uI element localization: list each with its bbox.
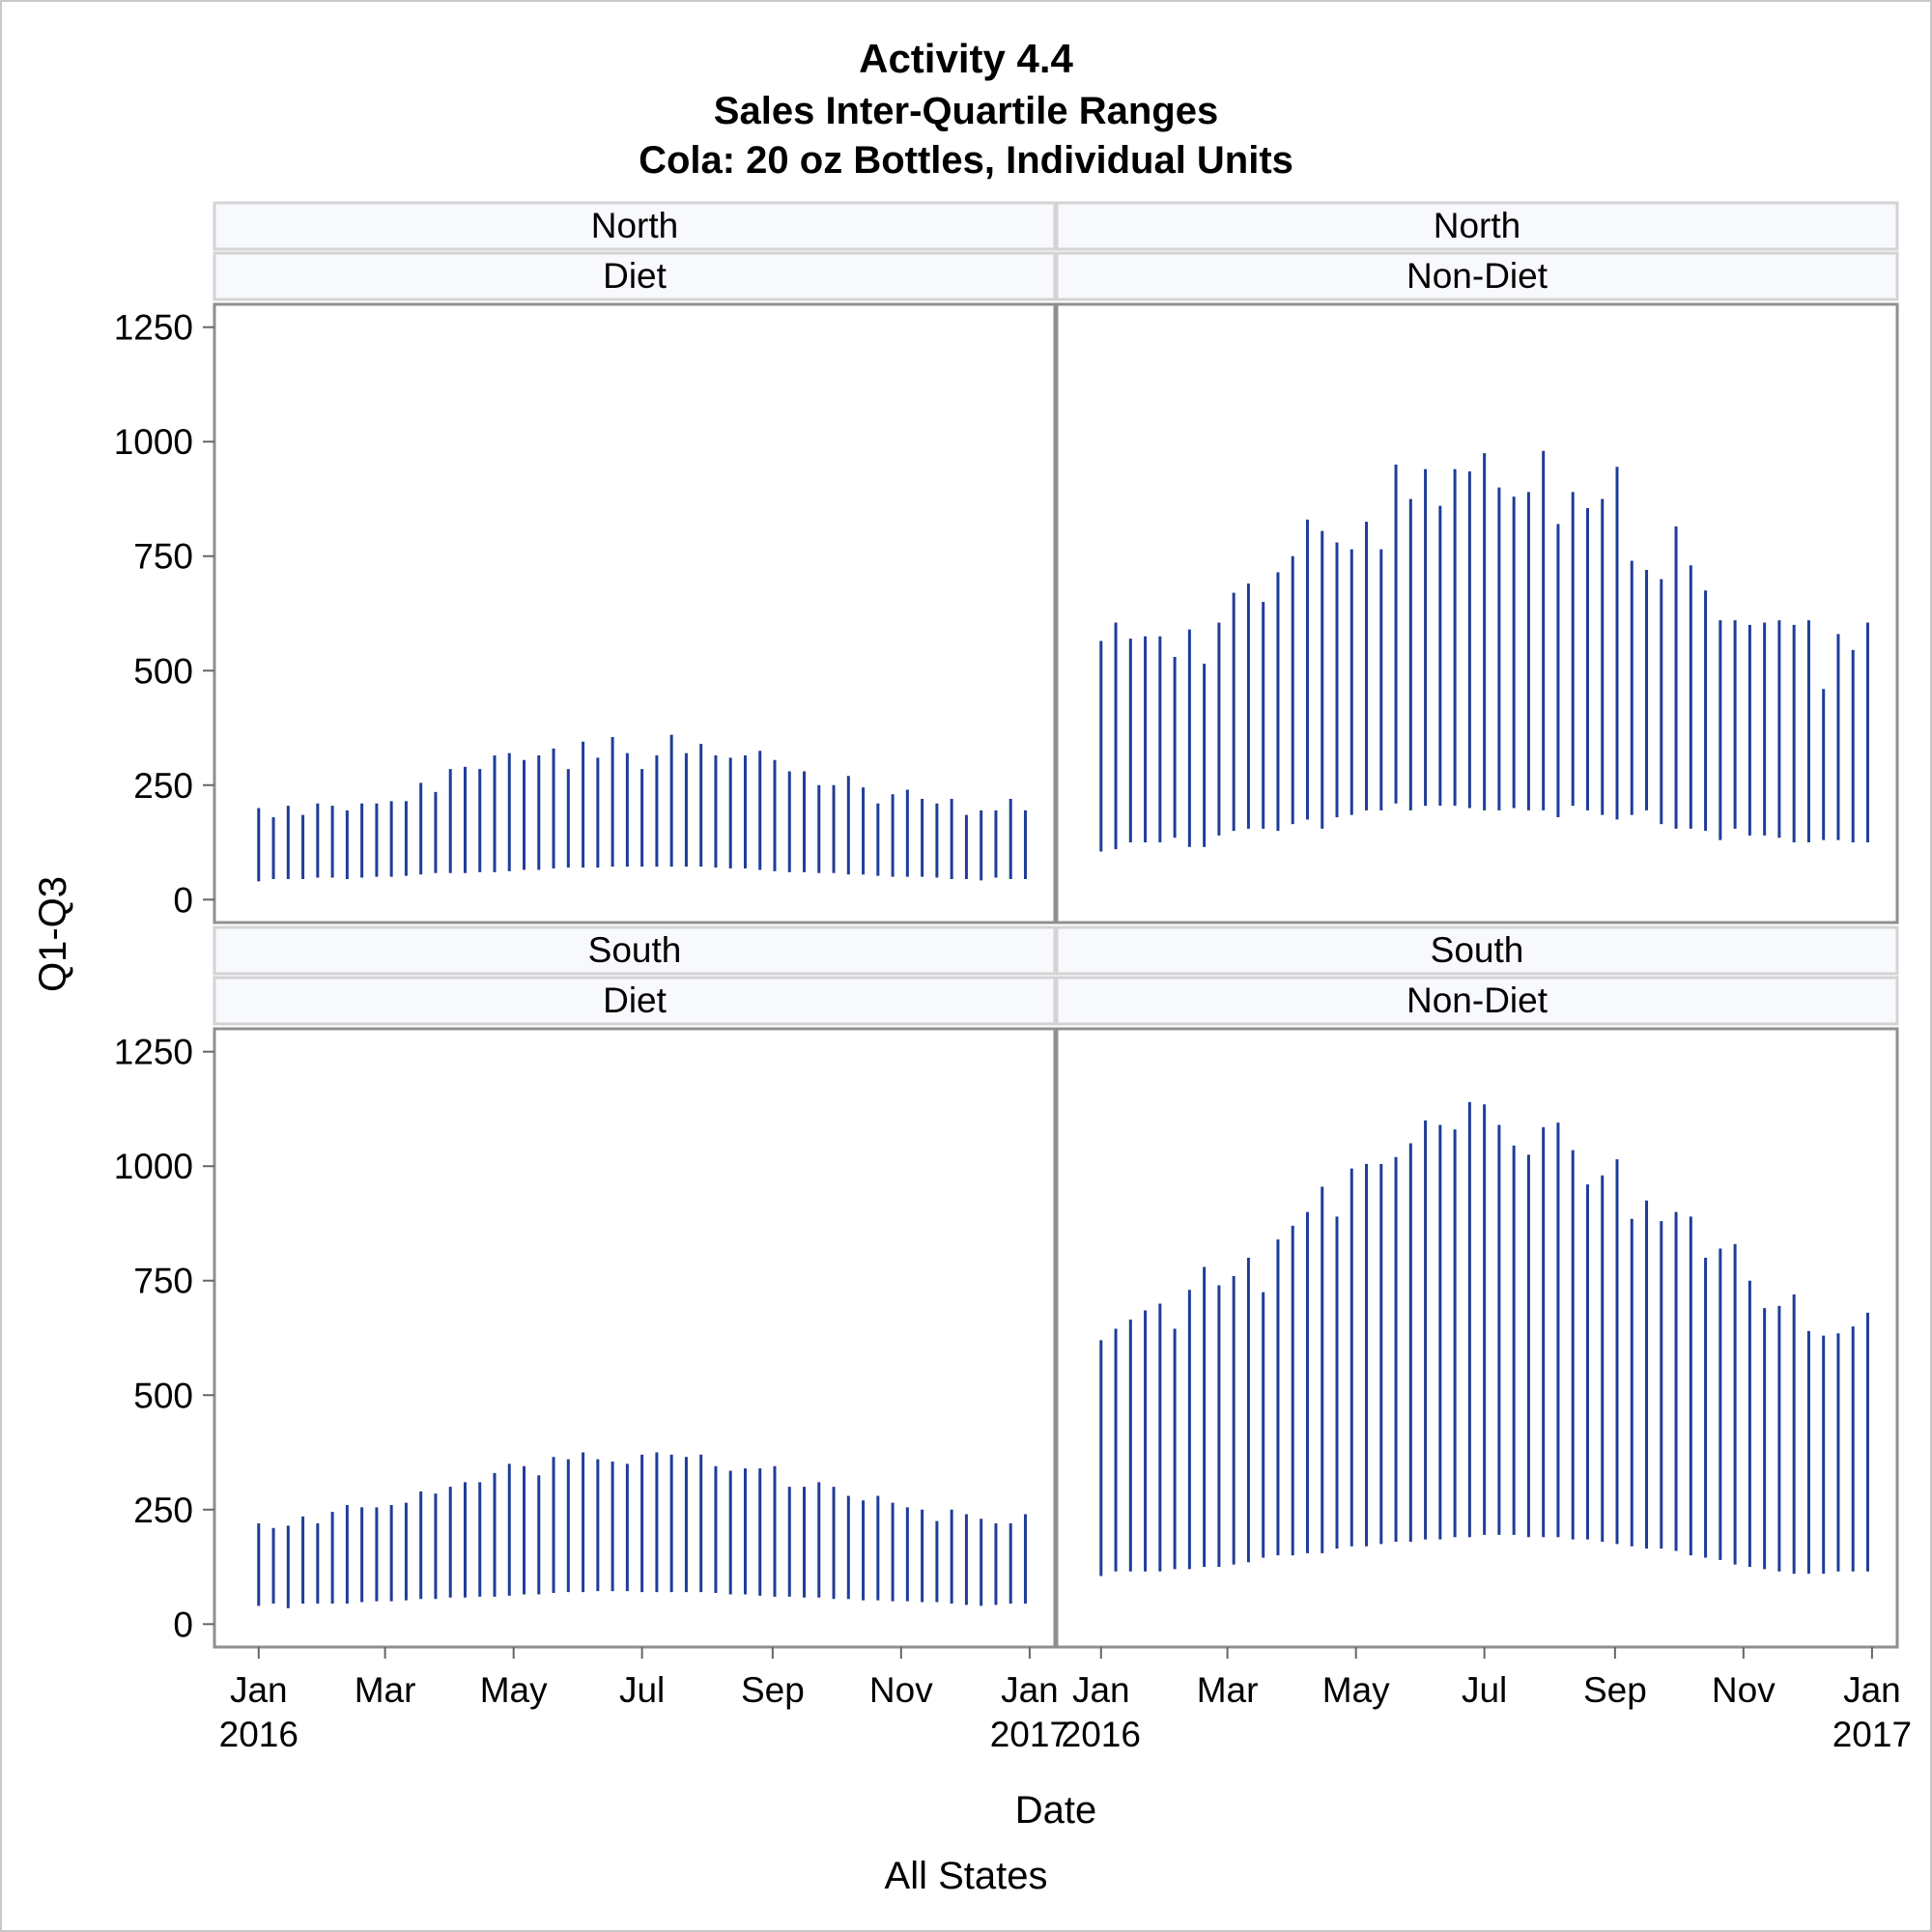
chart-title: Activity 4.4 xyxy=(859,36,1073,81)
strip-region-label: North xyxy=(591,206,678,245)
y-tick-label: 1000 xyxy=(114,422,193,462)
x-tick-label: Jan xyxy=(230,1670,288,1710)
x-tick-label: Jan xyxy=(1072,1670,1130,1710)
x-tick-label: Jan xyxy=(1001,1670,1059,1710)
strip-type-bg xyxy=(1055,976,1899,1026)
plot-area xyxy=(213,1027,1057,1649)
y-tick-label: 250 xyxy=(133,1491,193,1530)
y-tick-label: 250 xyxy=(133,766,193,806)
strip-region-label: North xyxy=(1434,206,1520,245)
chart-subtitle-1: Sales Inter-Quartile Ranges xyxy=(714,90,1218,132)
y-axis-label: Q1-Q3 xyxy=(32,876,74,992)
plot-area xyxy=(1055,1027,1899,1649)
x-axis-label: Date xyxy=(1015,1789,1097,1832)
y-tick-label: 1250 xyxy=(114,1033,193,1072)
strip-type-label: Non-Diet xyxy=(1406,256,1548,296)
x-tick-year-label: 2016 xyxy=(1062,1715,1141,1754)
x-tick-label: May xyxy=(1322,1670,1390,1710)
strip-region-bg xyxy=(213,201,1057,251)
x-tick-label: Jan xyxy=(1843,1670,1901,1710)
x-tick-label: Mar xyxy=(355,1670,416,1710)
plot-area xyxy=(213,302,1057,924)
x-tick-label: Nov xyxy=(1712,1670,1776,1710)
strip-type-bg xyxy=(1055,251,1899,301)
y-tick-label: 750 xyxy=(133,1262,193,1301)
y-tick-label: 750 xyxy=(133,537,193,577)
panel-south-diet: South Diet 0 250 500 750 1000 1250 Jan 2016 Mar May… xyxy=(114,925,1069,1754)
footnote: All States xyxy=(885,1855,1048,1897)
x-tick-label: Sep xyxy=(741,1670,805,1710)
strip-type-bg xyxy=(213,251,1057,301)
strip-region-bg xyxy=(1055,925,1899,976)
strip-type-label: Diet xyxy=(603,980,668,1020)
strip-type-label: Diet xyxy=(603,256,668,296)
panel-south-non-diet: South Non-Diet Jan 2016 Mar May Jul Sep Nov Jan 20… xyxy=(1055,925,1912,1754)
x-tick-label: Jul xyxy=(1462,1670,1507,1710)
panel-north-non-diet: North Non-Diet xyxy=(1055,201,1899,924)
x-tick-year-label: 2016 xyxy=(219,1715,298,1754)
y-tick-label: 0 xyxy=(173,1605,193,1644)
x-tick-label: Sep xyxy=(1583,1670,1647,1710)
strip-type-label: Non-Diet xyxy=(1406,980,1548,1020)
strip-region-bg xyxy=(213,925,1057,976)
strip-region-label: South xyxy=(1431,930,1524,970)
strip-region-label: South xyxy=(588,930,682,970)
y-tick-label: 1000 xyxy=(114,1147,193,1186)
x-tick-label: Nov xyxy=(869,1670,933,1710)
x-tick-label: Jul xyxy=(619,1670,665,1710)
y-tick-label: 500 xyxy=(133,651,193,691)
x-tick-year-label: 2017 xyxy=(1833,1715,1912,1754)
chart-subtitle-2: Cola: 20 oz Bottles, Individual Units xyxy=(639,139,1293,182)
panel-north-diet: North Diet 0 250 500 750 1000 1250 xyxy=(114,201,1057,924)
plot-area xyxy=(1055,302,1899,924)
x-tick-year-label: 2017 xyxy=(990,1715,1069,1754)
panel-grid: North Diet 0 250 500 750 1000 1250 North Non-Diet… xyxy=(114,201,1912,1754)
strip-type-bg xyxy=(213,976,1057,1026)
x-tick-label: May xyxy=(480,1670,548,1710)
strip-region-bg xyxy=(1055,201,1899,251)
y-tick-label: 500 xyxy=(133,1376,193,1415)
x-tick-label: Mar xyxy=(1197,1670,1259,1710)
y-tick-label: 0 xyxy=(173,880,193,920)
y-tick-label: 1250 xyxy=(114,308,193,348)
